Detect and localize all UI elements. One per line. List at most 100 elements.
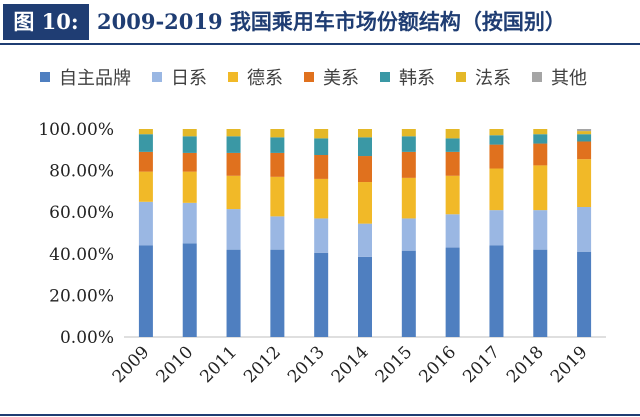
bar-segment	[270, 129, 285, 138]
legend-label: 韩系	[399, 68, 435, 89]
bar-segment	[358, 129, 372, 138]
bar-segment	[358, 256, 372, 337]
legend-item-german: 德系	[228, 64, 283, 90]
x-tick-label: 2015	[372, 342, 417, 387]
bar-segment	[270, 216, 285, 250]
x-tick-label: 2016	[415, 342, 460, 387]
y-tick-label: 80.00%	[49, 162, 114, 182]
bar-segment	[182, 152, 197, 172]
bar-segment	[401, 129, 416, 137]
bar-segment	[138, 134, 153, 152]
bar-segment	[577, 159, 592, 207]
bar-segment	[489, 210, 504, 246]
figure-label: 图 10:	[3, 4, 89, 40]
bar-segment	[226, 129, 241, 137]
legend-swatch	[228, 72, 238, 82]
chart-legend: 自主品牌 日系 德系 美系 韩系 法系 其他	[40, 64, 620, 90]
legend-swatch	[40, 72, 50, 82]
bar-segment	[314, 129, 329, 139]
bar-segment	[226, 152, 241, 176]
x-tick-label: 2012	[240, 342, 285, 387]
bar-segment	[358, 137, 372, 157]
bar-segment	[445, 175, 460, 215]
bar-segment	[226, 249, 241, 337]
legend-item-domestic: 自主品牌	[40, 64, 131, 90]
bar-segment	[314, 138, 329, 155]
bar-segment	[226, 209, 241, 250]
bar-segment	[182, 202, 197, 244]
bar-segment	[445, 138, 460, 152]
x-tick-label: 2009	[109, 342, 154, 387]
legend-label: 美系	[323, 68, 359, 89]
x-tick-label: 2011	[196, 342, 241, 387]
bar-segment	[138, 151, 153, 172]
bar-segment	[138, 171, 153, 202]
bar-segment	[182, 136, 197, 153]
bar-segment	[445, 247, 460, 337]
x-tick-label: 2019	[547, 342, 592, 387]
bar-segment	[533, 143, 548, 166]
bar-segment	[401, 177, 416, 219]
bar-segment	[138, 245, 153, 337]
bar-segment	[138, 129, 153, 135]
legend-item-japanese: 日系	[152, 64, 207, 90]
bar-segment	[445, 151, 460, 176]
bar-segment	[358, 223, 372, 257]
bar-segment	[401, 250, 416, 337]
bar-segment	[270, 152, 285, 177]
x-tick-label: 2014	[328, 342, 373, 387]
bar-segment	[489, 135, 504, 145]
bar-segment	[358, 182, 372, 224]
x-tick-label: 2013	[284, 342, 329, 387]
y-tick-label: 100.00%	[38, 120, 114, 140]
bar-segment	[489, 129, 504, 136]
bar-segment	[577, 129, 592, 132]
legend-swatch	[380, 72, 390, 82]
x-tick-label: 2010	[153, 342, 198, 387]
bar-segment	[270, 176, 285, 217]
bar-segment	[314, 218, 329, 253]
legend-label: 自主品牌	[59, 68, 131, 89]
y-tick-label: 40.00%	[49, 245, 114, 265]
legend-swatch	[304, 72, 314, 82]
x-tick-label: 2017	[459, 342, 504, 387]
legend-swatch	[456, 72, 466, 82]
bar-segment	[226, 175, 241, 210]
figure-header: 图 10: 2009-2019 我国乘用车市场份额结构（按国别）	[0, 0, 640, 45]
legend-item-korean: 韩系	[380, 64, 435, 90]
legend-label: 日系	[171, 68, 207, 89]
bar-segment	[401, 151, 416, 178]
bar-segment	[533, 210, 548, 250]
bar-segment	[270, 249, 285, 337]
bar-segment	[489, 245, 504, 337]
bar-segment	[489, 168, 504, 211]
bar-segment	[182, 243, 197, 337]
x-tick-label: 2018	[503, 342, 548, 387]
legend-item-other: 其他	[532, 64, 587, 90]
bar-segment	[533, 129, 548, 135]
legend-label: 德系	[247, 68, 283, 89]
bar-segment	[401, 218, 416, 251]
bar-segment	[270, 137, 285, 153]
bar-segment	[577, 251, 592, 337]
legend-item-french: 法系	[456, 64, 511, 90]
y-tick-label: 60.00%	[49, 203, 114, 223]
legend-item-american: 美系	[304, 64, 359, 90]
bar-segment	[577, 131, 592, 135]
y-tick-label: 20.00%	[49, 286, 114, 306]
bar-segment	[445, 129, 460, 139]
bar-segment	[314, 252, 329, 337]
bar-segment	[138, 201, 153, 246]
bar-segment	[182, 129, 197, 137]
bar-segment	[533, 165, 548, 211]
bar-segment	[226, 136, 241, 153]
bar-segment	[533, 134, 548, 144]
y-tick-label: 0.00%	[60, 328, 114, 348]
legend-label: 法系	[475, 68, 511, 89]
bar-segment	[358, 156, 372, 183]
footer-divider	[0, 414, 640, 416]
legend-swatch	[532, 72, 542, 82]
bar-segment	[401, 136, 416, 152]
bar-segment	[182, 171, 197, 203]
